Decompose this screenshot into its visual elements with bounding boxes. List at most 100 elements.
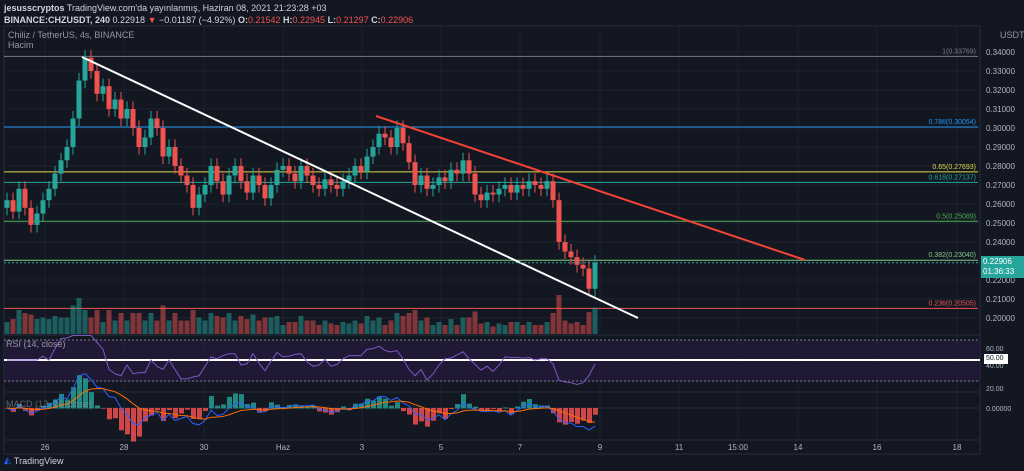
- l-label: L:: [327, 15, 337, 25]
- candle-body: [496, 188, 502, 195]
- candle-body: [310, 175, 316, 185]
- macd-tick: 0.00000: [986, 406, 1011, 413]
- candle-body: [430, 185, 436, 189]
- volume-bar: [526, 322, 532, 334]
- volume-bar: [106, 310, 112, 334]
- candle-body: [202, 185, 208, 195]
- h-label: H:: [283, 15, 293, 25]
- candle-body: [412, 162, 418, 185]
- candle-body: [550, 181, 556, 201]
- volume-bar: [268, 317, 274, 334]
- candle-body: [460, 160, 466, 174]
- macd-histogram-bar: [371, 400, 376, 409]
- trendline-red: [375, 115, 806, 261]
- price-tick: 0.29000: [986, 143, 1015, 152]
- candle-body: [580, 264, 586, 269]
- volume-bar: [538, 325, 544, 334]
- volume-bar: [220, 317, 226, 334]
- volume-bar: [292, 322, 298, 334]
- volume-bar: [28, 314, 34, 334]
- close: 0.22906: [380, 15, 414, 25]
- candle-body: [316, 185, 322, 189]
- macd-histogram-bar: [335, 408, 340, 413]
- candle-body: [322, 179, 328, 189]
- candle-body: [334, 185, 340, 189]
- candle-body: [448, 169, 454, 182]
- volume-bar: [10, 319, 16, 334]
- volume-bar: [172, 313, 178, 334]
- candle-body: [70, 118, 76, 147]
- candle-body: [184, 175, 190, 185]
- volume-bar: [190, 310, 196, 334]
- macd-histogram-bar: [425, 408, 430, 427]
- candle-body: [358, 166, 364, 172]
- price-tick: 0.33000: [986, 67, 1015, 76]
- candle-body: [196, 194, 202, 208]
- candle-body: [394, 128, 400, 147]
- time-tick: 30: [200, 443, 209, 452]
- macd-histogram-bar: [251, 402, 256, 409]
- volume-bar: [484, 322, 490, 334]
- candle-body: [214, 166, 220, 182]
- volume-bar: [214, 316, 220, 334]
- volume-bar: [196, 317, 202, 334]
- candle-body: [238, 166, 244, 182]
- volume-bar: [358, 323, 364, 334]
- macd-histogram-bar: [509, 408, 514, 415]
- signal-line: [6, 388, 596, 423]
- rsi-tick: 60.00: [986, 346, 1004, 353]
- candle-body: [142, 137, 148, 147]
- volume-bar: [496, 323, 502, 334]
- time-tick: 15:00: [728, 443, 749, 452]
- volume-bar: [490, 326, 496, 334]
- candle-body: [262, 185, 268, 199]
- volume-bar: [388, 320, 394, 334]
- macd-histogram-bar: [317, 408, 322, 412]
- volume-bar: [178, 320, 184, 334]
- time-tick: 14: [794, 443, 803, 452]
- time-tick: 7: [518, 443, 523, 452]
- macd-histogram-bar: [149, 408, 154, 416]
- candle-body: [124, 109, 130, 119]
- volume-bar: [202, 320, 208, 334]
- macd-histogram-bar: [203, 408, 208, 411]
- macd-histogram-bar: [179, 408, 184, 414]
- volume-bar: [40, 317, 46, 334]
- price-tick: 0.26000: [986, 200, 1015, 209]
- candle-body: [436, 177, 442, 185]
- volume-bar: [514, 322, 520, 334]
- macd-histogram-bar: [245, 404, 250, 409]
- candle-body: [286, 166, 292, 174]
- candle-body: [274, 169, 280, 185]
- time-tick: 28: [120, 443, 129, 452]
- volume-bar: [466, 317, 472, 334]
- candle-body: [58, 160, 64, 174]
- macd-histogram-bar: [113, 408, 118, 419]
- macd-histogram-bar: [71, 387, 76, 409]
- price-tick: 0.21000: [986, 295, 1015, 304]
- candle-body: [568, 251, 574, 258]
- price-tick: 0.25000: [986, 219, 1015, 228]
- candle-body: [484, 192, 490, 201]
- time-tick: 3: [360, 443, 365, 452]
- candle-body: [520, 185, 526, 189]
- volume-bar: [16, 310, 22, 334]
- price-tick: 0.22000: [986, 276, 1015, 285]
- macd-histogram-bar: [437, 408, 442, 414]
- time-tick: 9: [598, 443, 603, 452]
- candle-body: [28, 207, 34, 225]
- candle-body: [52, 173, 58, 189]
- volume-bar: [238, 316, 244, 334]
- volume-bar: [94, 310, 100, 334]
- tradingview-logo[interactable]: ◭ TradingView: [4, 455, 63, 466]
- volume-bar: [130, 313, 136, 334]
- volume-bar: [580, 325, 586, 334]
- time-tick: 16: [873, 443, 882, 452]
- fib-level-label: 0.618(0.27137): [929, 174, 976, 181]
- candle-body: [232, 166, 238, 176]
- volume-bar: [76, 298, 82, 334]
- candle-body: [442, 177, 448, 182]
- macd-histogram-bar: [167, 408, 172, 411]
- candle-body: [64, 147, 70, 161]
